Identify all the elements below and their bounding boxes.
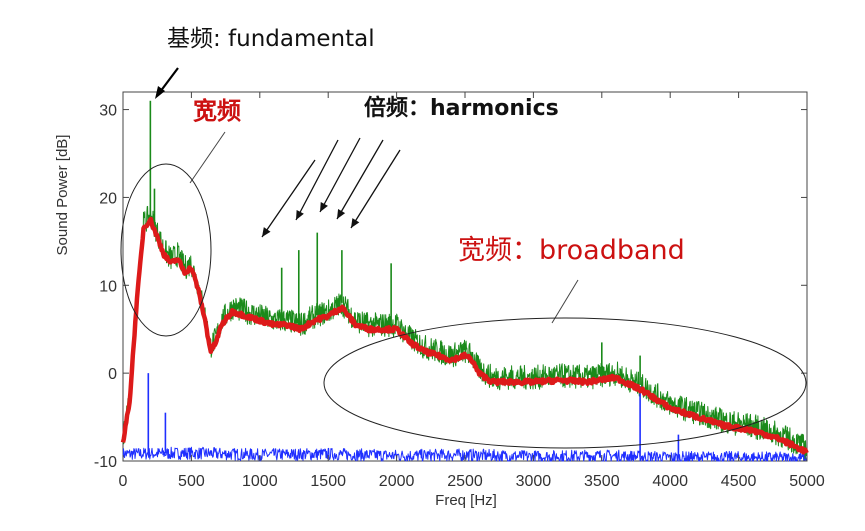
x-tick-label-6: 3000 <box>516 473 552 490</box>
broadband-ellipse <box>323 317 807 449</box>
x-axis-ticks: 0 500 1000 1500 2000 2500 3000 3500 4000 4500 5000 <box>119 92 825 490</box>
y-axis-ticks: -10 0 10 20 30 <box>94 103 807 471</box>
plot-area <box>120 91 809 462</box>
harmonic-arrowhead-3 <box>337 209 346 219</box>
harmonic-arrowhead-0 <box>262 227 271 237</box>
x-tick-label-0: 0 <box>119 473 128 490</box>
harmonic-arrowhead-1 <box>296 210 304 220</box>
harmonic-arrows <box>261 137 401 238</box>
harmonic-arrow-0 <box>261 159 316 238</box>
x-tick-label-8: 4000 <box>652 473 688 490</box>
x-axis-label: Freq [Hz] <box>435 492 497 509</box>
y-tick-label-0: -10 <box>94 454 117 471</box>
annotation-low-broadband: 宽频 <box>193 97 241 125</box>
annotation-harmonics: 倍频：harmonics <box>364 95 559 121</box>
annotation-fundamental: 基频: fundamental <box>167 26 375 52</box>
y-tick-label-2: 10 <box>99 278 117 295</box>
y-tick-label-3: 20 <box>99 190 117 207</box>
broadband-pointer <box>551 279 579 324</box>
x-tick-label-5: 2500 <box>447 473 483 490</box>
x-tick-label-4: 2000 <box>379 473 415 490</box>
x-tick-label-2: 1000 <box>242 473 278 490</box>
x-tick-label-7: 3500 <box>584 473 620 490</box>
harmonic-arrowhead-2 <box>320 202 328 212</box>
low-broadband-pointer <box>189 131 226 184</box>
harmonic-arrow-1 <box>295 139 339 221</box>
x-tick-label-3: 1500 <box>310 473 346 490</box>
harmonic-arrow-2 <box>319 137 361 213</box>
series-line-smooth <box>120 216 809 455</box>
harmonic-arrow-3 <box>336 139 384 220</box>
y-tick-label-1: 0 <box>108 366 117 383</box>
harmonic-arrow-4 <box>350 149 401 229</box>
low-broadband-ellipse <box>120 163 212 337</box>
x-tick-label-1: 500 <box>178 473 205 490</box>
annotation-broadband: 宽频：broadband <box>458 235 685 266</box>
fundamental-arrow <box>159 67 179 93</box>
y-tick-label-4: 30 <box>99 103 117 120</box>
x-tick-label-10: 5000 <box>789 473 825 490</box>
fundamental-arrowhead <box>155 86 165 99</box>
annotation-layer: 基频: fundamental 宽频 倍频：harmonics 宽频：broad… <box>120 26 807 449</box>
y-axis-label: Sound Power [dB] <box>54 135 71 256</box>
harmonic-arrowhead-4 <box>351 218 360 228</box>
x-tick-label-9: 4500 <box>721 473 757 490</box>
